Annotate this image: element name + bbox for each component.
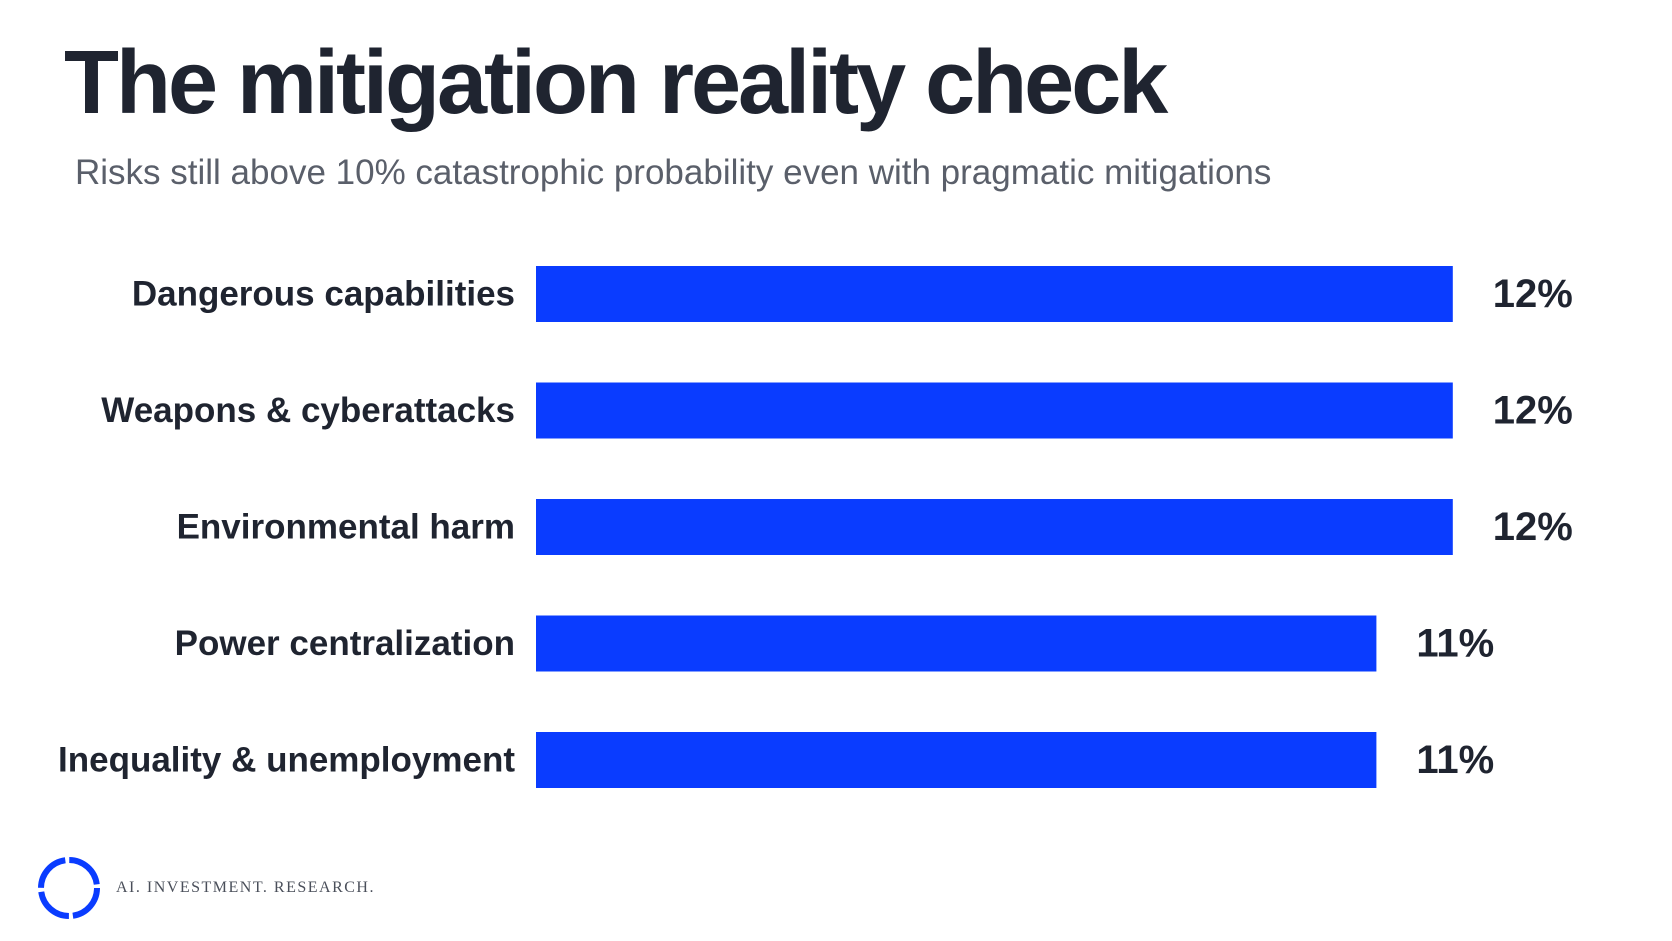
bar-environmental-harm	[536, 499, 1453, 555]
value-label-dangerous-capabilities: 12%	[1493, 272, 1573, 316]
bar-dangerous-capabilities	[536, 266, 1453, 322]
page-title: The mitigation reality check	[64, 33, 1168, 133]
footer: AI. INVESTMENT. RESEARCH.	[36, 853, 375, 923]
bar-weapons-and-cyberattacks	[536, 382, 1453, 439]
bar-power-centralization	[536, 615, 1377, 672]
bar-inequality-and-unemployment	[536, 732, 1377, 788]
category-label-power-centralization: Power centralization	[175, 624, 515, 663]
page-subtitle: Risks still above 10% catastrophic proba…	[75, 153, 1272, 192]
value-label-power-centralization: 11%	[1416, 622, 1494, 666]
category-label-weapons-and-cyberattacks: Weapons & cyberattacks	[101, 391, 515, 430]
value-label-environmental-harm: 12%	[1493, 505, 1573, 549]
category-label-dangerous-capabilities: Dangerous capabilities	[132, 275, 515, 314]
ring-logo-icon	[38, 857, 100, 919]
bar-chart: Dangerous capabilities Weapons & cyberatt…	[58, 266, 1573, 788]
value-label-weapons-and-cyberattacks: 12%	[1493, 389, 1573, 433]
category-label-inequality-and-unemployment: Inequality & unemployment	[58, 741, 515, 780]
value-label-inequality-and-unemployment: 11%	[1416, 738, 1494, 782]
footer-tagline: AI. INVESTMENT. RESEARCH.	[116, 879, 375, 896]
category-label-environmental-harm: Environmental harm	[177, 508, 515, 547]
